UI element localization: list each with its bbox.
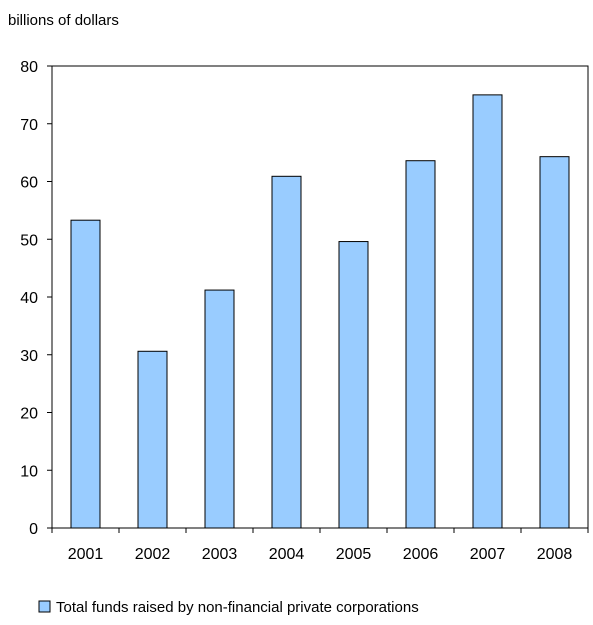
bar-2005 bbox=[338, 241, 369, 529]
x-tick-label: 2003 bbox=[202, 546, 238, 563]
x-tick-label: 2008 bbox=[537, 546, 573, 563]
x-tick-label: 2001 bbox=[68, 546, 104, 563]
bar-2004 bbox=[271, 175, 302, 529]
bars bbox=[70, 94, 570, 529]
legend-swatch bbox=[38, 600, 51, 613]
y-tick-label: 30 bbox=[20, 348, 38, 365]
y-axis-ticks: 0 10 20 30 40 50 60 70 80 bbox=[20, 59, 52, 538]
y-tick-label: 10 bbox=[20, 463, 38, 480]
y-tick-label: 70 bbox=[20, 117, 38, 134]
x-axis-ticks: 2001 2002 2003 2004 2005 2006 2007 2008 bbox=[51, 528, 589, 563]
x-tick-label: 2005 bbox=[336, 546, 372, 563]
plot-area-frame bbox=[51, 65, 589, 529]
y-tick-label: 0 bbox=[29, 521, 38, 538]
legend-label: Total funds raised by non-financial priv… bbox=[56, 599, 419, 616]
x-tick-label: 2006 bbox=[403, 546, 439, 563]
bar-2007 bbox=[472, 94, 503, 529]
x-tick-label: 2007 bbox=[470, 546, 506, 563]
legend: Total funds raised by non-financial priv… bbox=[38, 599, 419, 616]
bar-2006 bbox=[405, 160, 436, 529]
y-tick-label: 60 bbox=[20, 175, 38, 192]
bar-2002 bbox=[137, 350, 168, 529]
bar-2008 bbox=[539, 156, 570, 529]
y-tick-label: 80 bbox=[20, 59, 38, 76]
bar-2001 bbox=[70, 219, 101, 529]
y-tick-label: 40 bbox=[20, 290, 38, 307]
y-tick-label: 20 bbox=[20, 406, 38, 423]
x-tick-label: 2002 bbox=[135, 546, 171, 563]
y-tick-label: 50 bbox=[20, 232, 38, 249]
bar-2003 bbox=[204, 289, 235, 529]
y-axis-label: billions of dollars bbox=[8, 12, 119, 29]
x-tick-label: 2004 bbox=[269, 546, 305, 563]
